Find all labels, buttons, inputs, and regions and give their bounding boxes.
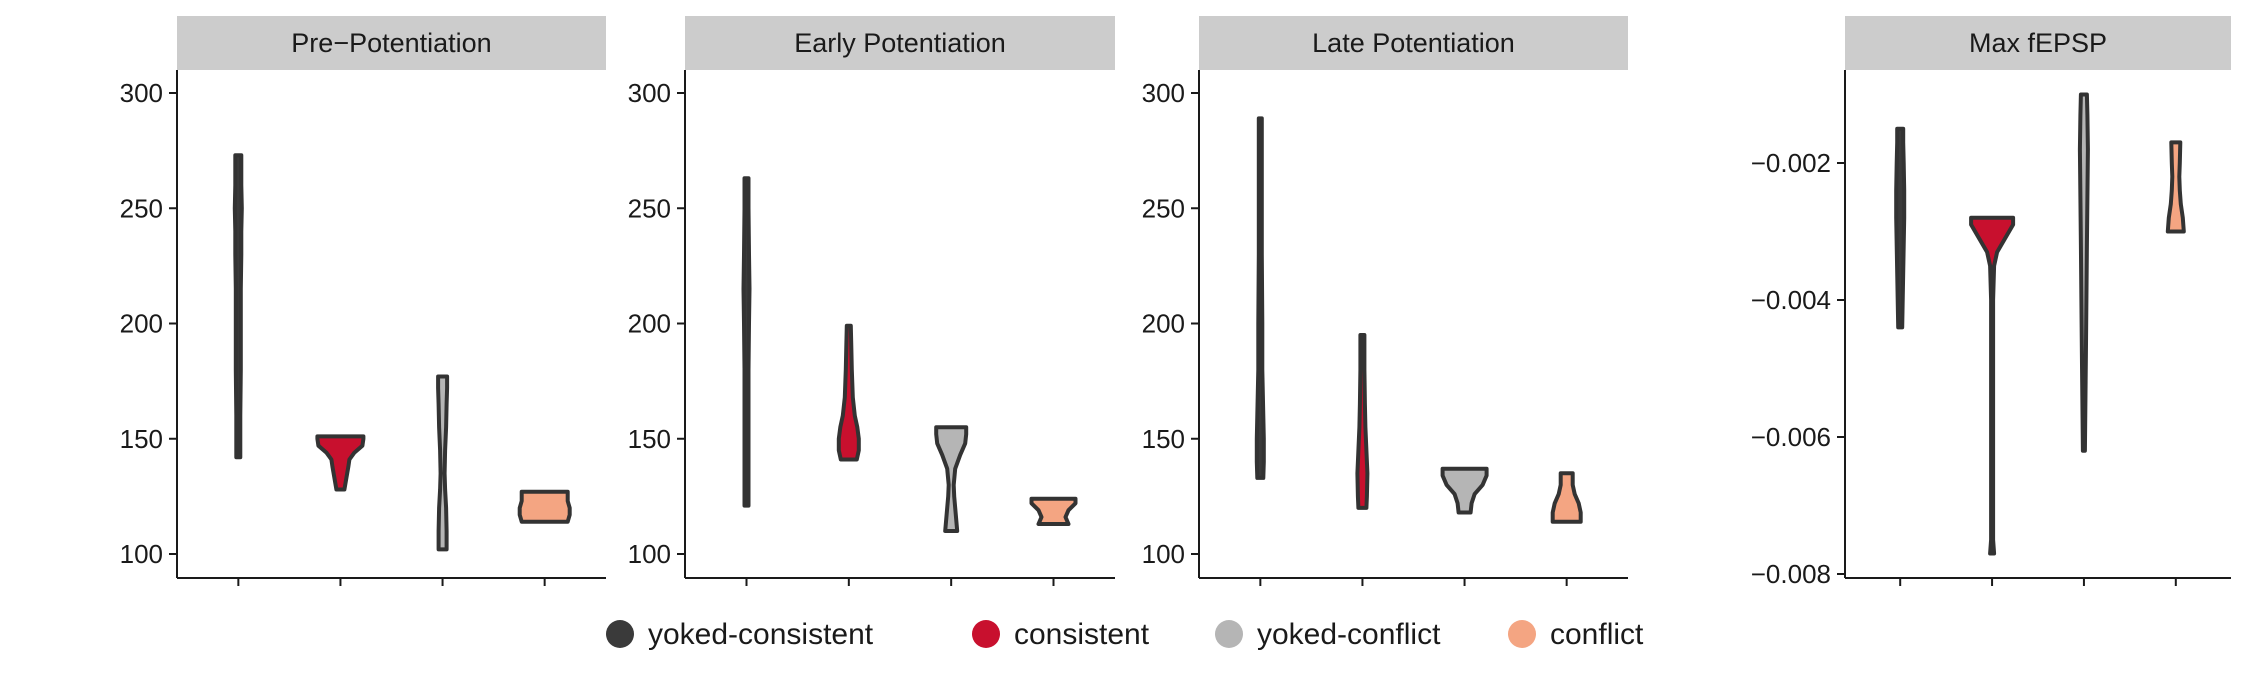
legend-swatch: [1215, 620, 1243, 648]
violin-consistent: [1969, 215, 2016, 556]
y-tick-label: 150: [120, 424, 163, 454]
legend-item: yoked-conflict: [1215, 618, 1441, 651]
panel-3: Max fEPSP −0.002 −0.004 −0.006 −0.008: [1751, 16, 2231, 589]
violin-yoked-conflict: [934, 425, 969, 533]
panel-title: Early Potentiation: [794, 28, 1006, 58]
violin-yoked-consistent: [1254, 116, 1266, 480]
violin-conflict: [1029, 496, 1078, 526]
panel-strip: [1845, 16, 2231, 70]
panel-2: Late Potentiation 100 150 200 250 300: [1142, 16, 1628, 586]
panel-title: Max fEPSP: [1969, 28, 2107, 58]
violin-consistent: [1355, 333, 1370, 510]
violin-consistent: [315, 434, 366, 492]
violin-yoked-conflict: [436, 374, 450, 552]
y-tick-label: 200: [120, 309, 163, 339]
panel-1: Early Potentiation 100 150 200 250 300: [628, 16, 1115, 586]
violin-conflict: [2165, 140, 2186, 234]
y-tick-label: 250: [120, 193, 163, 223]
legend-label: yoked-conflict: [1257, 618, 1441, 651]
legend-swatch: [1508, 620, 1536, 648]
y-tick-label: 100: [1142, 539, 1185, 569]
legend-item: yoked-consistent: [606, 618, 874, 651]
legend-item: consistent: [972, 618, 1150, 651]
legend-item: conflict: [1508, 618, 1644, 651]
panel-strip: [685, 16, 1115, 70]
panel-strip: [1199, 16, 1628, 70]
y-tick-label: 100: [120, 539, 163, 569]
violin-yoked-conflict: [1440, 466, 1489, 515]
panel-title: Late Potentiation: [1312, 28, 1515, 58]
legend-swatch: [972, 620, 1000, 648]
panel-strip: [177, 16, 606, 70]
y-tick-label: 300: [120, 78, 163, 108]
panel-0: Pre−Potentiation 100 150 200 250 300: [120, 16, 606, 586]
violin-conflict: [517, 489, 572, 524]
legend: yoked-consistent consistent yoked-conflict…: [606, 618, 1644, 651]
violin-yoked-consistent: [232, 153, 244, 460]
legend-label: consistent: [1014, 618, 1150, 651]
violin-conflict: [1550, 471, 1583, 524]
y-tick-label: −0.008: [1751, 559, 1831, 589]
y-tick-label: 250: [1142, 193, 1185, 223]
y-tick-label: 150: [1142, 424, 1185, 454]
violin-yoked-consistent: [741, 176, 752, 508]
legend-swatch: [606, 620, 634, 648]
y-tick-label: 300: [628, 78, 671, 108]
y-tick-label: 150: [628, 424, 671, 454]
legend-label: conflict: [1550, 618, 1644, 651]
panel-title: Pre−Potentiation: [291, 28, 491, 58]
y-tick-label: 200: [628, 309, 671, 339]
y-tick-label: 100: [628, 539, 671, 569]
violin-yoked-conflict: [2077, 92, 2090, 453]
y-tick-label: −0.006: [1751, 422, 1831, 452]
legend-label: yoked-consistent: [648, 618, 874, 651]
violin-consistent: [836, 323, 861, 462]
y-tick-label: 250: [628, 193, 671, 223]
y-tick-label: −0.004: [1751, 285, 1831, 315]
y-tick-label: 300: [1142, 78, 1185, 108]
violin-yoked-consistent: [1894, 126, 1907, 330]
y-tick-label: −0.002: [1751, 148, 1831, 178]
y-tick-label: 200: [1142, 309, 1185, 339]
